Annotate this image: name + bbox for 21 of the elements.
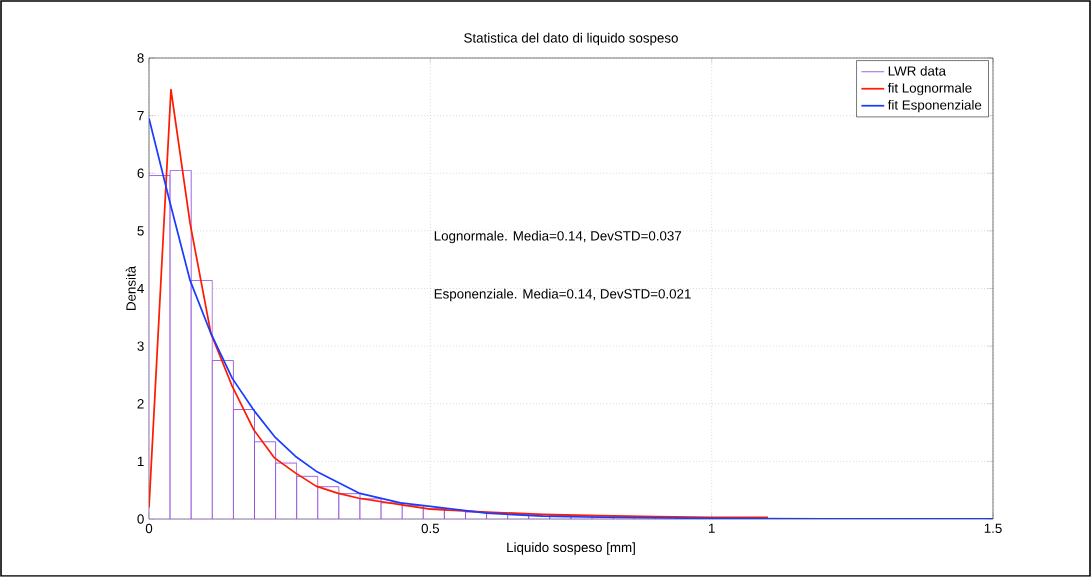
x-tick-label: 0.5 — [421, 523, 440, 534]
legend-label: fit Lognormale — [887, 82, 972, 96]
y-tick-label: 8 — [137, 53, 144, 63]
y-tick-label: 5 — [137, 226, 144, 236]
chart-title: Statistica del dato di liquido sospeso — [464, 32, 678, 46]
legend-label: LWR data — [888, 65, 946, 76]
y-tick-label: 6 — [137, 168, 144, 178]
legend-label: fit Esponenziale — [887, 99, 982, 113]
y-tick-label: 3 — [137, 341, 144, 351]
y-tick-label: 0 — [137, 514, 144, 524]
y-tick-label: 7 — [137, 111, 144, 121]
x-axis-title: Liquido sospeso [mm] — [507, 542, 635, 555]
x-tick-label: 1 — [708, 523, 715, 533]
y-tick-label: 2 — [137, 399, 144, 409]
annotation: Esponenziale. Media=0.14, DevSTD=0.021 — [434, 288, 691, 302]
x-tick-label: 1.5 — [984, 523, 1002, 533]
y-tick-label: 1 — [137, 456, 144, 466]
annotation: Lognormale. Media=0.14, DevSTD=0.037 — [434, 230, 682, 244]
x-tick-label: 0 — [145, 523, 153, 534]
y-axis-title: Densità — [125, 265, 136, 311]
y-tick-label: 4 — [137, 283, 144, 294]
